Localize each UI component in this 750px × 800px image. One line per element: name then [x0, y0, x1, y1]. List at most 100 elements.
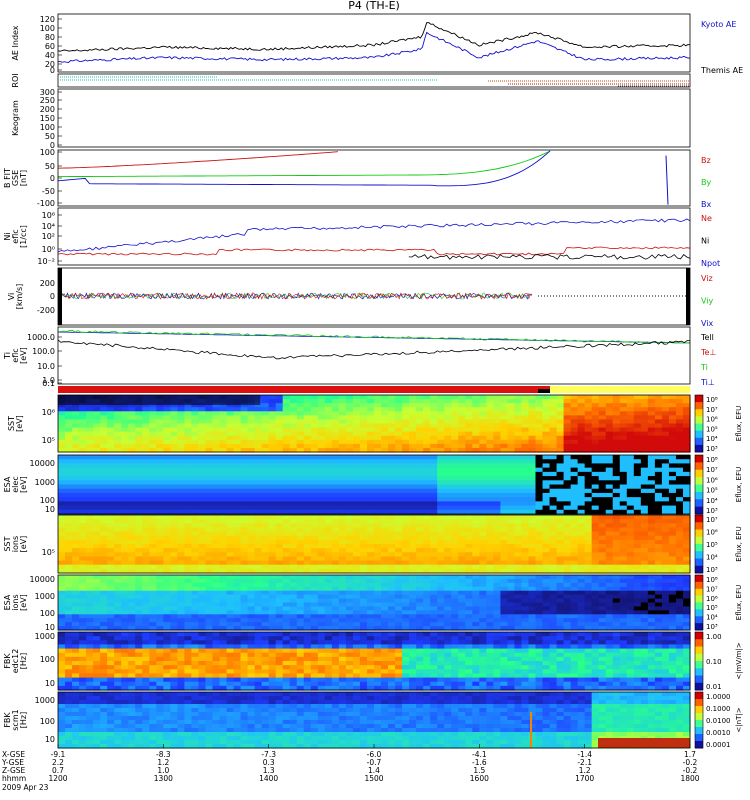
spectrogram-cell [374, 523, 382, 529]
spectrogram-cell [402, 427, 410, 433]
panel-ylabel-roi: ROI [11, 73, 20, 87]
spectrogram-cell [93, 497, 101, 502]
spectrogram-cell [184, 575, 193, 580]
spectrogram-cell [626, 509, 635, 515]
spectrogram-cell [437, 459, 445, 465]
spectrogram-cell [247, 403, 256, 408]
spectrogram-cell [261, 523, 270, 529]
spectrogram-cell [65, 427, 73, 433]
panel-frame-ae [57, 13, 691, 73]
spectrogram-cell [416, 467, 424, 473]
spectrogram-cell [275, 539, 284, 545]
spectrogram-cell [254, 459, 263, 465]
spectrogram-cell [633, 560, 642, 566]
spectrogram-cell [338, 443, 347, 449]
spectrogram-cell [114, 439, 122, 445]
spectrogram-cell [612, 480, 621, 486]
spectrogram-cell [184, 614, 193, 619]
spectrogram-cell [254, 535, 263, 541]
spectrogram-cell [268, 531, 277, 537]
spectrogram-cell [198, 471, 207, 477]
spectrogram-cell [507, 544, 516, 549]
spectrogram-cell [100, 431, 108, 437]
spectrogram-cell [668, 480, 677, 486]
spectrogram-cell [465, 515, 473, 520]
spectrogram-cell [654, 476, 663, 481]
spectrogram-cell [633, 427, 642, 433]
spectrogram-cell [577, 471, 586, 477]
spectrogram-cell [366, 447, 375, 453]
spectrogram-cell [310, 618, 319, 623]
spectrogram-cell [240, 501, 249, 507]
spectrogram-cell [423, 443, 431, 449]
spectrogram-cell [345, 531, 354, 537]
spectrogram-cell [156, 515, 164, 520]
spectrogram-cell [486, 626, 494, 631]
spectrogram-cell [556, 527, 565, 533]
spectrogram-cell [352, 411, 361, 416]
spectrogram-cell [121, 463, 129, 469]
spectrogram-cell [184, 539, 193, 545]
spectrogram-cell [149, 544, 157, 549]
panel-data-ae [57, 22, 691, 63]
spectrogram-cell [598, 523, 607, 529]
spectrogram-cell [451, 407, 459, 412]
spectrogram-cell [58, 586, 66, 592]
spectrogram-cell [72, 582, 80, 588]
spectrogram-cell [65, 531, 73, 537]
spectrogram-cell [359, 497, 368, 502]
spectrogram-cell [114, 476, 122, 481]
spectrogram-cell [170, 602, 178, 608]
spectrogram-cell [275, 476, 284, 481]
spectrogram-cell [156, 415, 164, 421]
spectrogram-cell [289, 626, 298, 631]
spectrogram-cell [444, 568, 452, 574]
spectrogram-cell [198, 439, 207, 445]
spectrogram-cell [402, 594, 410, 600]
spectrogram-cell [549, 467, 558, 473]
spectrogram-cell [184, 560, 193, 566]
spectrogram-cell [65, 626, 73, 631]
spectrogram-cell [58, 594, 66, 600]
spectrogram-cell [93, 407, 101, 412]
spectrogram-cell [584, 484, 593, 490]
spectrogram-cell [521, 614, 530, 619]
spectrogram-cell [612, 423, 621, 429]
spectrogram-cell [72, 568, 80, 574]
spectrogram-cell [65, 501, 73, 507]
spectrogram-cell [507, 439, 516, 445]
spectrogram-cell [156, 488, 164, 494]
spectrogram-cell [240, 515, 249, 520]
spectrogram-cell [107, 568, 115, 574]
spectrogram-cell [156, 590, 164, 596]
spectrogram-cell [93, 492, 101, 498]
spectrogram-cell [345, 399, 354, 404]
spectrogram-cell [352, 556, 361, 562]
spectrogram-cell [114, 586, 122, 592]
spectrogram-cell [289, 505, 298, 511]
spectrogram-cell [493, 447, 501, 453]
spectrogram-cell [640, 480, 649, 486]
spectrogram-cell [261, 568, 270, 574]
spectrogram-cell [521, 519, 530, 524]
legend-bfit: By [701, 178, 711, 187]
spectrogram-cell [156, 582, 164, 588]
spectrogram-cell [563, 439, 572, 445]
spectrogram-cell [58, 505, 66, 511]
spectrogram-cell [338, 552, 347, 558]
spectrogram-cell [58, 443, 66, 449]
spectrogram-cell [584, 568, 593, 574]
spectrogram-cell [423, 501, 431, 507]
spectrogram-cell [479, 439, 487, 445]
spectrogram-cell [451, 484, 459, 490]
spectrogram-cell [65, 463, 73, 469]
spectrogram-cell [317, 505, 326, 511]
spectrogram-cell [79, 568, 87, 574]
spectrogram-cell [282, 415, 291, 421]
colorbar-tick: 10⁷ [706, 406, 718, 414]
spectrogram-cell [444, 564, 452, 570]
spectrogram-cell [584, 399, 593, 404]
spectrogram-cell [65, 480, 73, 486]
spectrogram-cell [626, 459, 635, 465]
spectrogram-cell [149, 443, 157, 449]
